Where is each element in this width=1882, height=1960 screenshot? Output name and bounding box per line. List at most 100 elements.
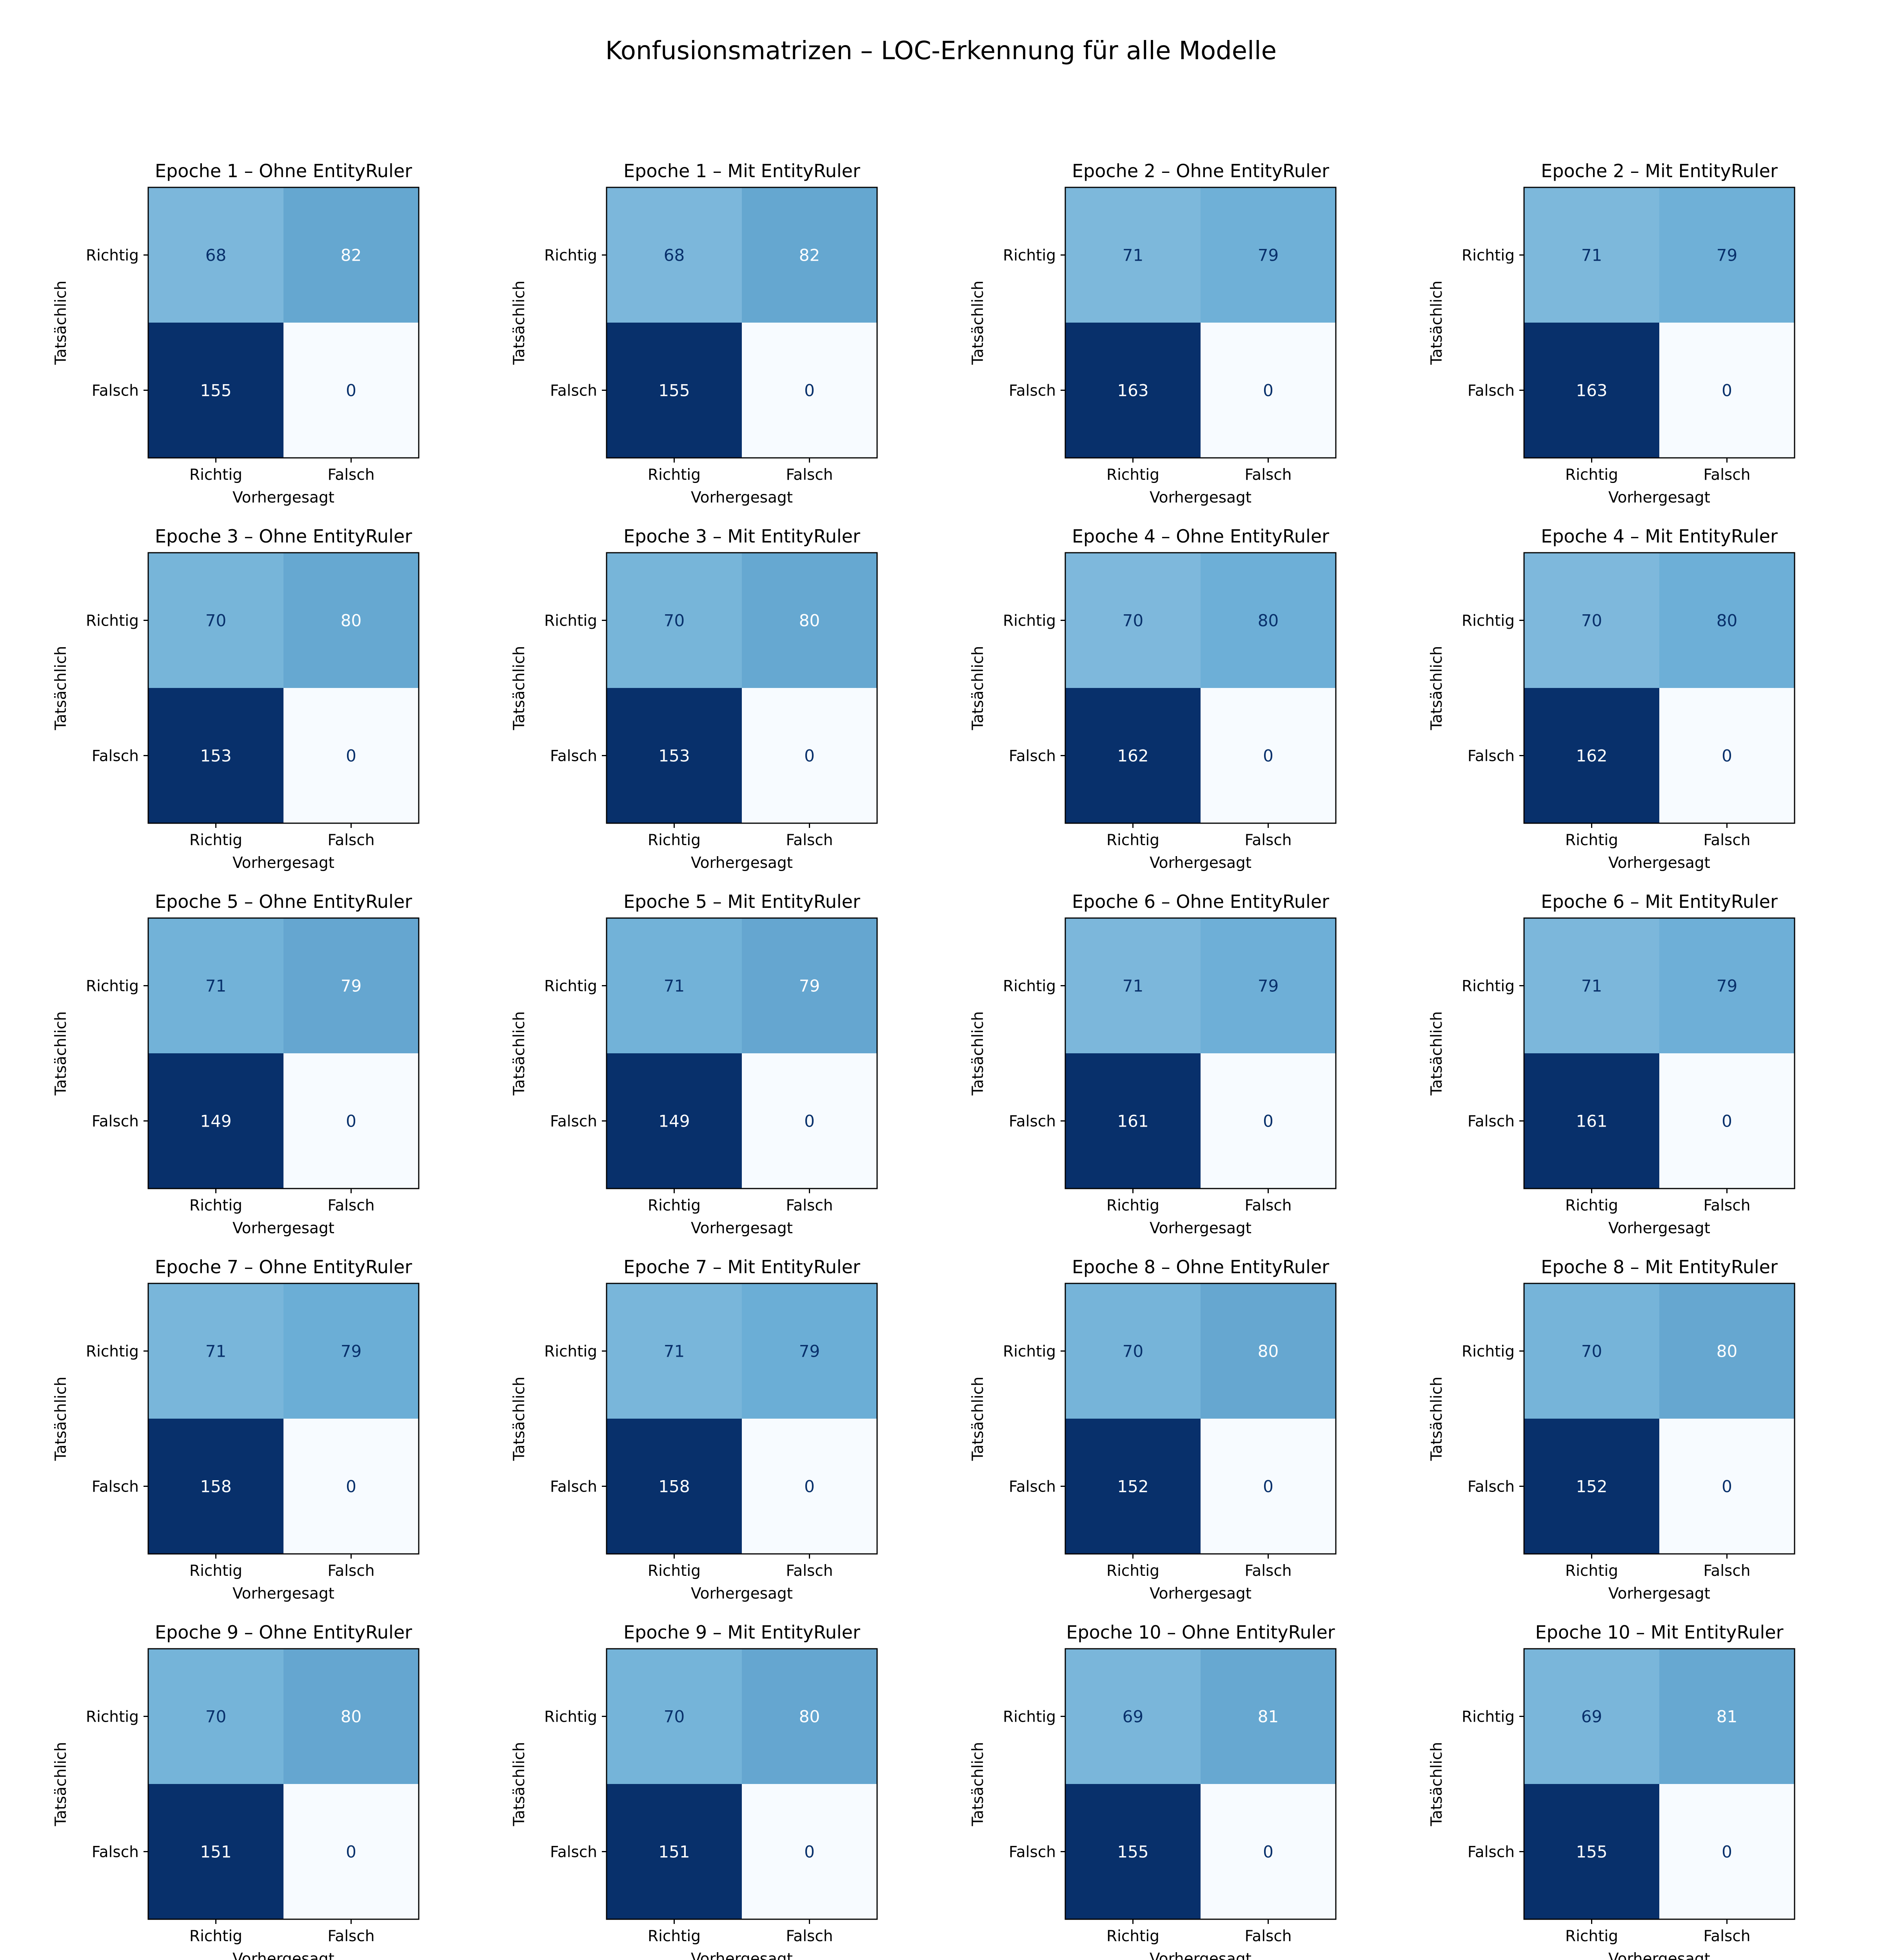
heatmap-cell xyxy=(1201,1784,1336,1919)
heatmap-cell xyxy=(1201,1053,1336,1189)
x-tick-label: Falsch xyxy=(1244,1927,1292,1945)
y-tick-label: Richtig xyxy=(1462,1343,1515,1361)
x-tick-label: Richtig xyxy=(1106,1562,1159,1580)
cell-value-label: 80 xyxy=(1258,1342,1279,1361)
x-axis-label: Vorhergesagt xyxy=(1608,1220,1710,1237)
x-axis-label: Vorhergesagt xyxy=(1608,1950,1710,1960)
cell-value-label: 0 xyxy=(1263,1842,1273,1862)
heatmap-cell xyxy=(1201,553,1336,688)
y-axis-label: Tatsächlich xyxy=(1428,646,1446,731)
plot-frame xyxy=(606,917,878,1189)
heatmap-cell xyxy=(607,1649,742,1784)
y-tick-label: Falsch xyxy=(92,382,139,400)
heatmap-cell xyxy=(1524,323,1659,458)
heatmap-cell xyxy=(607,187,742,323)
heatmap-cell xyxy=(607,1283,742,1419)
cell-value-label: 79 xyxy=(799,976,820,996)
heatmap-cell xyxy=(1065,1283,1201,1419)
x-tick-label: Falsch xyxy=(1703,831,1750,849)
heatmap-cell xyxy=(1524,1053,1659,1189)
cell-value-label: 71 xyxy=(664,976,685,996)
cell-value-label: 0 xyxy=(1263,1112,1273,1131)
y-tick-label: Richtig xyxy=(544,978,597,995)
heatmap-cell xyxy=(148,918,283,1053)
y-axis-label: Tatsächlich xyxy=(52,646,70,731)
x-tick-label: Falsch xyxy=(327,466,374,484)
cell-value-label: 161 xyxy=(1576,1112,1607,1131)
x-tick-label: Falsch xyxy=(327,1197,374,1214)
plot-frame xyxy=(147,1648,420,1920)
x-axis-label: Vorhergesagt xyxy=(691,1950,793,1960)
x-axis-label: Vorhergesagt xyxy=(691,1585,793,1602)
heatmap-cell xyxy=(1065,553,1201,688)
heatmap-cell xyxy=(148,323,283,458)
heatmap-cell xyxy=(742,1053,877,1189)
heatmap-cell xyxy=(1524,553,1659,688)
x-tick-label: Falsch xyxy=(1703,1197,1750,1214)
heatmap-cell xyxy=(607,323,742,458)
x-axis-label: Vorhergesagt xyxy=(1608,489,1710,506)
cell-value-label: 0 xyxy=(804,1842,815,1862)
y-tick-label: Falsch xyxy=(92,748,139,765)
cell-value-label: 162 xyxy=(1576,746,1607,766)
heatmap-cell xyxy=(283,1649,419,1784)
heatmap-cell xyxy=(607,553,742,688)
x-tick-label: Falsch xyxy=(786,831,833,849)
cell-value-label: 71 xyxy=(205,1342,226,1361)
x-tick-label: Falsch xyxy=(786,1562,833,1580)
cell-value-label: 149 xyxy=(200,1112,231,1131)
cell-value-label: 71 xyxy=(205,976,226,996)
panel-title: Epoche 4 – Mit EntityRuler xyxy=(1541,526,1778,547)
x-tick-label: Falsch xyxy=(1703,1562,1750,1580)
cell-value-label: 155 xyxy=(1576,1842,1607,1862)
x-axis-label: Vorhergesagt xyxy=(1150,1220,1252,1237)
x-tick-label: Richtig xyxy=(1106,1927,1159,1945)
x-tick-label: Falsch xyxy=(786,1197,833,1214)
x-axis-label: Vorhergesagt xyxy=(1150,1585,1252,1602)
panel-title: Epoche 3 – Ohne EntityRuler xyxy=(155,526,412,547)
plot-frame xyxy=(1523,1648,1795,1920)
cell-value-label: 80 xyxy=(341,1707,362,1726)
y-axis-label: Tatsächlich xyxy=(969,1742,987,1827)
x-axis-label: Vorhergesagt xyxy=(233,1585,334,1602)
x-tick-label: Falsch xyxy=(786,466,833,484)
heatmap-cell xyxy=(283,1283,419,1419)
heatmap-cell xyxy=(1524,1649,1659,1784)
heatmap-cell xyxy=(1201,1419,1336,1554)
cell-value-label: 152 xyxy=(1117,1477,1148,1496)
panel-title: Epoche 6 – Mit EntityRuler xyxy=(1541,891,1778,912)
cell-value-label: 70 xyxy=(1581,1342,1602,1361)
x-tick-label: Falsch xyxy=(327,831,374,849)
cell-value-label: 0 xyxy=(1722,746,1732,766)
y-tick-label: Falsch xyxy=(92,1478,139,1496)
cell-value-label: 80 xyxy=(341,611,362,630)
x-tick-label: Falsch xyxy=(327,1927,374,1945)
cell-value-label: 81 xyxy=(1717,1707,1737,1726)
heatmap-cell xyxy=(1065,323,1201,458)
heatmap-cell xyxy=(1659,1283,1795,1419)
x-tick-label: Richtig xyxy=(189,466,242,484)
cell-value-label: 151 xyxy=(658,1842,690,1862)
heatmap-cell xyxy=(1659,688,1795,823)
panel-title: Epoche 5 – Mit EntityRuler xyxy=(623,891,860,912)
cell-value-label: 79 xyxy=(1717,246,1737,265)
cell-value-label: 69 xyxy=(1581,1707,1602,1726)
cell-value-label: 149 xyxy=(658,1112,690,1131)
heatmap-cell xyxy=(283,1784,419,1919)
heatmap-cell xyxy=(1201,187,1336,323)
y-axis-label: Tatsächlich xyxy=(510,1742,528,1827)
panel-title: Epoche 5 – Ohne EntityRuler xyxy=(155,891,412,912)
y-tick-label: Richtig xyxy=(86,1343,139,1361)
plot-frame xyxy=(606,1283,878,1555)
y-tick-label: Falsch xyxy=(550,1844,597,1861)
heatmap-cell xyxy=(742,1283,877,1419)
x-tick-label: Falsch xyxy=(1703,1927,1750,1945)
heatmap-cell xyxy=(1524,1784,1659,1919)
y-tick-label: Falsch xyxy=(1468,1113,1515,1131)
cell-value-label: 152 xyxy=(1576,1477,1607,1496)
y-tick-label: Falsch xyxy=(1468,382,1515,400)
cell-value-label: 70 xyxy=(664,1707,685,1726)
cell-value-label: 70 xyxy=(1581,611,1602,630)
cell-value-label: 0 xyxy=(1722,1842,1732,1862)
